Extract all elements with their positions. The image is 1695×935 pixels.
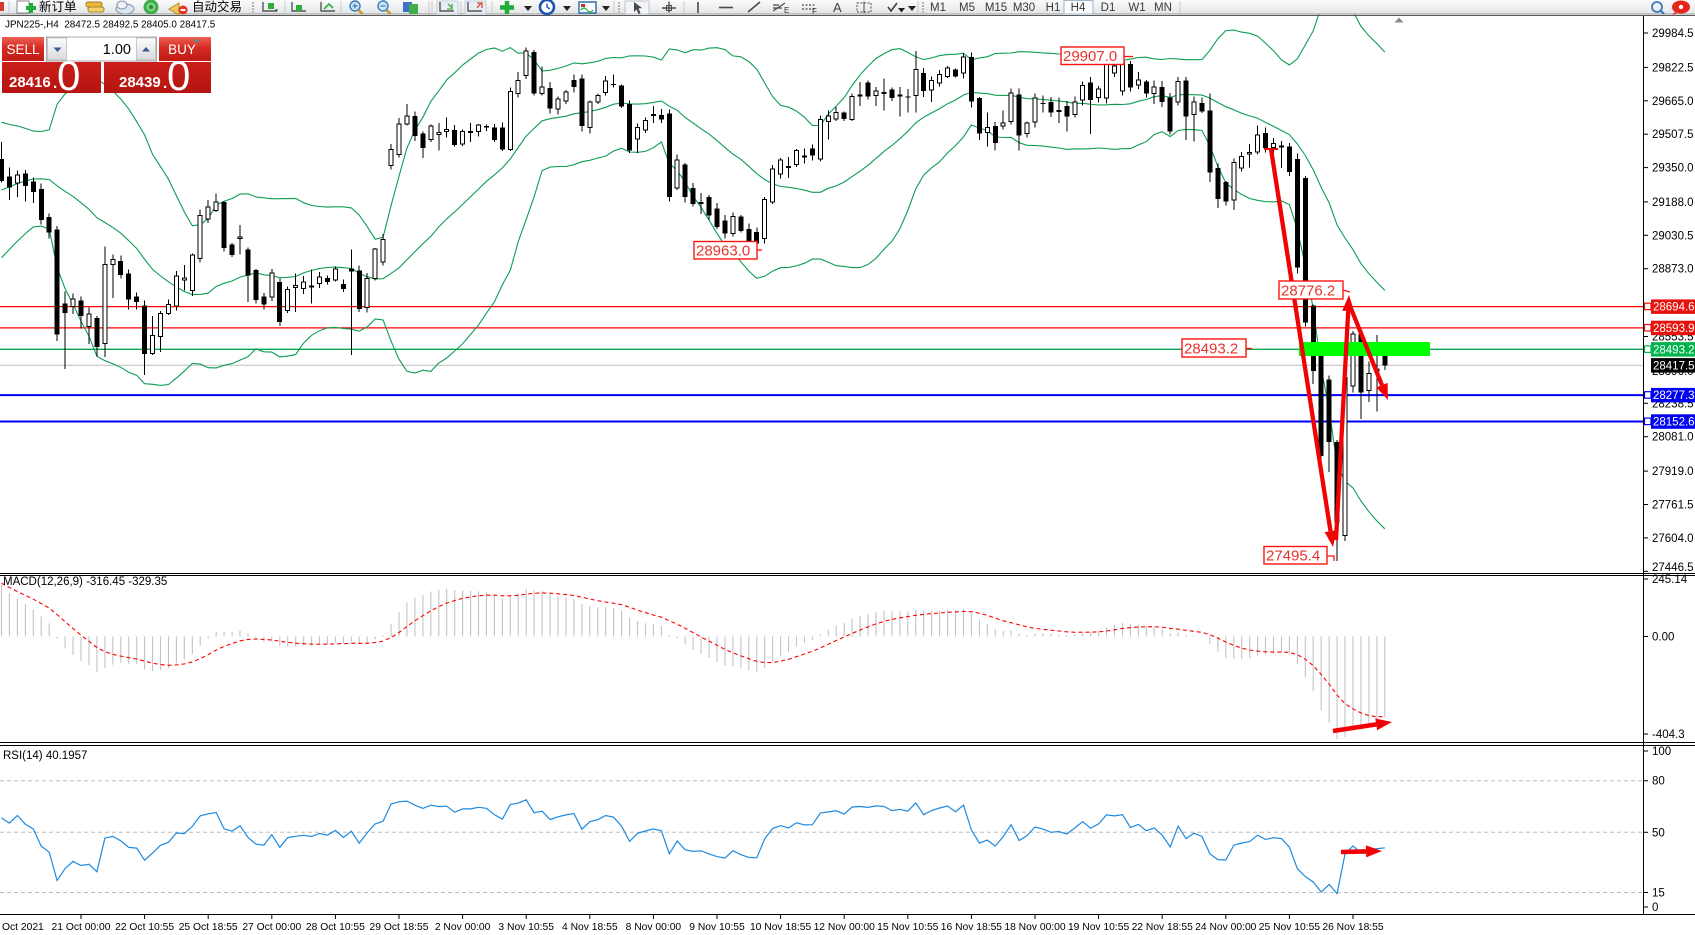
svg-text:F: F <box>812 7 817 16</box>
svg-text:29 Oct 18:55: 29 Oct 18:55 <box>370 922 429 933</box>
svg-text:✦: ✦ <box>193 36 201 46</box>
svg-text:19 Nov 10:55: 19 Nov 10:55 <box>1068 922 1130 933</box>
svg-text:22 Nov 18:55: 22 Nov 18:55 <box>1132 922 1194 933</box>
svg-text:1.00: 1.00 <box>103 42 131 58</box>
svg-text:E: E <box>784 6 789 15</box>
svg-text:28 Oct 10:55: 28 Oct 10:55 <box>306 922 365 933</box>
svg-text:25 Oct 18:55: 25 Oct 18:55 <box>179 922 238 933</box>
svg-text:24 Nov 00:00: 24 Nov 00:00 <box>1195 922 1257 933</box>
svg-text:-404.3: -404.3 <box>1652 729 1685 741</box>
svg-text:12 Nov 00:00: 12 Nov 00:00 <box>814 922 876 933</box>
svg-text:.: . <box>163 75 167 92</box>
svg-text:28081.0: 28081.0 <box>1652 432 1694 444</box>
svg-text:245.14: 245.14 <box>1652 574 1688 586</box>
svg-text:27495.4: 27495.4 <box>1266 548 1320 565</box>
svg-text:28493.2: 28493.2 <box>1653 344 1695 356</box>
svg-text:RSI(14) 40.1957: RSI(14) 40.1957 <box>3 750 87 762</box>
svg-text:29665.0: 29665.0 <box>1652 96 1694 108</box>
svg-text:4 Nov 18:55: 4 Nov 18:55 <box>562 922 618 933</box>
svg-text:27 Oct 00:00: 27 Oct 00:00 <box>242 922 301 933</box>
svg-text:29907.0: 29907.0 <box>1063 48 1117 65</box>
svg-text:100: 100 <box>1652 746 1671 758</box>
svg-text:28277.3: 28277.3 <box>1653 390 1695 402</box>
svg-text:新订单: 新订单 <box>39 0 77 14</box>
svg-text:8 Nov 00:00: 8 Nov 00:00 <box>626 922 682 933</box>
svg-text:29350.0: 29350.0 <box>1652 163 1694 175</box>
svg-text:10 Nov 18:55: 10 Nov 18:55 <box>750 922 812 933</box>
svg-text:28873.0: 28873.0 <box>1652 264 1694 276</box>
svg-text:29507.5: 29507.5 <box>1652 129 1694 141</box>
svg-text:2 Nov 00:00: 2 Nov 00:00 <box>435 922 491 933</box>
svg-text:21 Oct 00:00: 21 Oct 00:00 <box>52 922 111 933</box>
svg-text:15 Nov 10:55: 15 Nov 10:55 <box>877 922 939 933</box>
svg-text:28152.6: 28152.6 <box>1653 417 1695 429</box>
svg-text:25 Nov 10:55: 25 Nov 10:55 <box>1259 922 1321 933</box>
svg-text:MACD(12,26,9) -316.45 -329.35: MACD(12,26,9) -316.45 -329.35 <box>3 576 167 588</box>
svg-text:M15: M15 <box>985 2 1007 14</box>
svg-text:28417.5: 28417.5 <box>1653 360 1695 372</box>
svg-text:0: 0 <box>1652 902 1658 914</box>
svg-text:JPN225-,H4 28472.5 28492.5 28: JPN225-,H4 28472.5 28492.5 28405.0 28417… <box>5 20 216 31</box>
svg-text:18 Nov 00:00: 18 Nov 00:00 <box>1004 922 1066 933</box>
svg-text:0: 0 <box>167 52 190 99</box>
svg-text:BUY: BUY <box>168 42 196 57</box>
svg-text:28416: 28416 <box>9 74 51 91</box>
svg-text:27761.5: 27761.5 <box>1652 500 1694 512</box>
svg-text:28776.2: 28776.2 <box>1281 283 1335 300</box>
svg-text:80: 80 <box>1652 776 1665 788</box>
svg-text:0: 0 <box>57 52 80 99</box>
svg-text:D1: D1 <box>1101 2 1116 14</box>
svg-text:Oct 2021: Oct 2021 <box>2 922 44 933</box>
svg-text:M30: M30 <box>1013 2 1035 14</box>
svg-text:29984.5: 29984.5 <box>1652 28 1694 40</box>
svg-text:SELL: SELL <box>6 42 40 57</box>
svg-text:28593.9: 28593.9 <box>1653 323 1695 335</box>
svg-text:0.00: 0.00 <box>1652 632 1674 644</box>
svg-text:28963.0: 28963.0 <box>696 243 750 260</box>
svg-text:26 Nov 18:55: 26 Nov 18:55 <box>1322 922 1384 933</box>
svg-text:22 Oct 10:55: 22 Oct 10:55 <box>115 922 174 933</box>
svg-text:28439: 28439 <box>119 74 161 91</box>
svg-text:3 Nov 10:55: 3 Nov 10:55 <box>498 922 554 933</box>
svg-text:9 Nov 10:55: 9 Nov 10:55 <box>689 922 745 933</box>
svg-text:27446.5: 27446.5 <box>1652 562 1694 574</box>
svg-text:A: A <box>833 0 842 15</box>
svg-text:28493.2: 28493.2 <box>1184 341 1238 358</box>
svg-text:M1: M1 <box>930 2 946 14</box>
svg-text:自动交易: 自动交易 <box>192 0 242 14</box>
svg-text:.: . <box>53 75 57 92</box>
svg-text:50: 50 <box>1652 827 1665 839</box>
svg-text:29188.0: 29188.0 <box>1652 197 1694 209</box>
svg-text:H4: H4 <box>1071 2 1086 14</box>
svg-text:29822.5: 29822.5 <box>1652 62 1694 74</box>
svg-text:27604.0: 27604.0 <box>1652 533 1694 545</box>
svg-text:28694.6: 28694.6 <box>1653 302 1695 314</box>
svg-text:16 Nov 18:55: 16 Nov 18:55 <box>941 922 1003 933</box>
svg-text:M5: M5 <box>959 2 975 14</box>
svg-text:27919.0: 27919.0 <box>1652 466 1694 478</box>
svg-text:H1: H1 <box>1046 2 1061 14</box>
svg-text:W1: W1 <box>1128 2 1145 14</box>
svg-text:MN: MN <box>1154 2 1172 14</box>
svg-text:15: 15 <box>1652 888 1665 900</box>
svg-text:29030.5: 29030.5 <box>1652 230 1694 242</box>
